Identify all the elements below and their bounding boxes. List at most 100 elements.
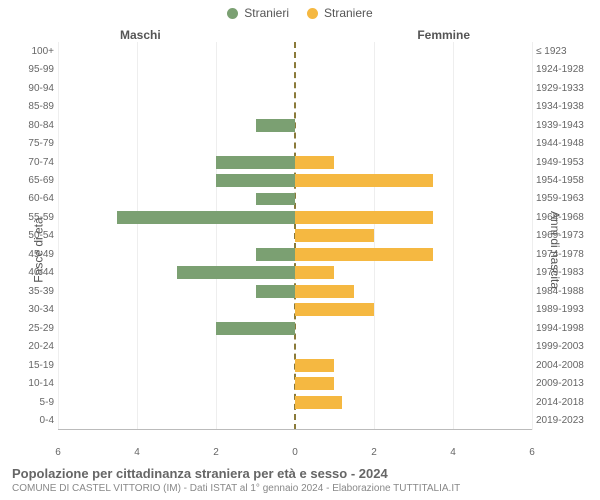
female-bar [295,359,334,372]
table-row: 35-391984-1988 [58,282,532,300]
male-bar [117,211,295,224]
male-bar [177,266,296,279]
table-row: 10-142009-2013 [58,374,532,392]
table-row: 65-691954-1958 [58,171,532,189]
male-bar [256,285,295,298]
legend-female-label: Straniere [324,6,373,20]
age-label: 20-24 [8,341,54,352]
female-bar [295,377,334,390]
legend-female: Straniere [307,6,373,20]
birth-year-label: 1954-1958 [536,175,594,186]
x-tick-label: 0 [292,447,298,458]
table-row: 90-941929-1933 [58,79,532,97]
rows-container: 100+≤ 192395-991924-192890-941929-193385… [58,42,532,430]
female-bar [295,211,433,224]
x-tick-label: 6 [55,447,61,458]
table-row: 75-791944-1948 [58,134,532,152]
birth-year-label: 1994-1998 [536,323,594,334]
chart-subtitle: COMUNE DI CASTEL VITTORIO (IM) - Dati IS… [12,483,588,494]
female-bar [295,303,374,316]
table-row: 50-541969-1973 [58,227,532,245]
age-label: 65-69 [8,175,54,186]
table-row: 20-241999-2003 [58,338,532,356]
table-row: 0-42019-2023 [58,411,532,429]
male-bar [216,322,295,335]
table-row: 95-991924-1928 [58,60,532,78]
age-label: 45-49 [8,249,54,260]
x-tick-label: 2 [213,447,219,458]
birth-year-label: 1964-1968 [536,212,594,223]
birth-year-label: 1924-1928 [536,64,594,75]
age-label: 40-44 [8,267,54,278]
table-row: 30-341989-1993 [58,301,532,319]
table-row: 70-741949-1953 [58,153,532,171]
table-row: 25-291994-1998 [58,319,532,337]
x-tick-label: 4 [450,447,456,458]
male-bar [256,119,295,132]
x-tick-label: 6 [529,447,535,458]
table-row: 60-641959-1963 [58,190,532,208]
x-axis: 6420246 [58,430,532,444]
female-bar [295,229,374,242]
male-bar [256,248,295,261]
male-swatch [227,8,238,19]
table-row: 100+≤ 1923 [58,42,532,60]
female-bar [295,248,433,261]
age-label: 30-34 [8,304,54,315]
age-label: 25-29 [8,323,54,334]
birth-year-label: 2014-2018 [536,397,594,408]
table-row: 55-591964-1968 [58,208,532,226]
birth-year-label: 1949-1953 [536,157,594,168]
plot-area: 100+≤ 192395-991924-192890-941929-193385… [58,28,532,444]
age-label: 90-94 [8,83,54,94]
table-row: 15-192004-2008 [58,356,532,374]
age-label: 80-84 [8,120,54,131]
birth-year-label: 2004-2008 [536,360,594,371]
table-row: 40-441979-1983 [58,264,532,282]
female-bar [295,396,342,409]
birth-year-label: 1959-1963 [536,193,594,204]
legend-male: Stranieri [227,6,289,20]
legend-male-label: Stranieri [244,6,289,20]
birth-year-label: ≤ 1923 [536,46,594,57]
x-tick-label: 2 [371,447,377,458]
table-row: 80-841939-1943 [58,116,532,134]
birth-year-label: 1989-1993 [536,304,594,315]
female-bar [295,174,433,187]
table-row: 85-891934-1938 [58,97,532,115]
birth-year-label: 1969-1973 [536,230,594,241]
legend: Stranieri Straniere [0,0,600,22]
male-bar [256,193,295,206]
age-label: 50-54 [8,230,54,241]
age-label: 100+ [8,46,54,57]
age-label: 35-39 [8,286,54,297]
birth-year-label: 1979-1983 [536,267,594,278]
footer: Popolazione per cittadinanza straniera p… [12,466,588,494]
birth-year-label: 1934-1938 [536,101,594,112]
female-bar [295,285,354,298]
table-row: 45-491974-1978 [58,245,532,263]
age-label: 60-64 [8,193,54,204]
female-bar [295,266,334,279]
x-gridline [532,42,533,430]
x-tick-label: 4 [134,447,140,458]
birth-year-label: 1999-2003 [536,341,594,352]
age-label: 0-4 [8,415,54,426]
birth-year-label: 1944-1948 [536,138,594,149]
table-row: 5-92014-2018 [58,393,532,411]
age-label: 70-74 [8,157,54,168]
age-label: 85-89 [8,101,54,112]
age-label: 10-14 [8,378,54,389]
age-label: 55-59 [8,212,54,223]
birth-year-label: 2009-2013 [536,378,594,389]
birth-year-label: 1984-1988 [536,286,594,297]
age-label: 5-9 [8,397,54,408]
age-label: 95-99 [8,64,54,75]
birth-year-label: 1974-1978 [536,249,594,260]
male-bar [216,156,295,169]
male-bar [216,174,295,187]
age-label: 75-79 [8,138,54,149]
birth-year-label: 1929-1933 [536,83,594,94]
chart-title: Popolazione per cittadinanza straniera p… [12,466,588,481]
population-pyramid-chart: Stranieri Straniere Maschi Femmine Fasce… [0,0,600,500]
